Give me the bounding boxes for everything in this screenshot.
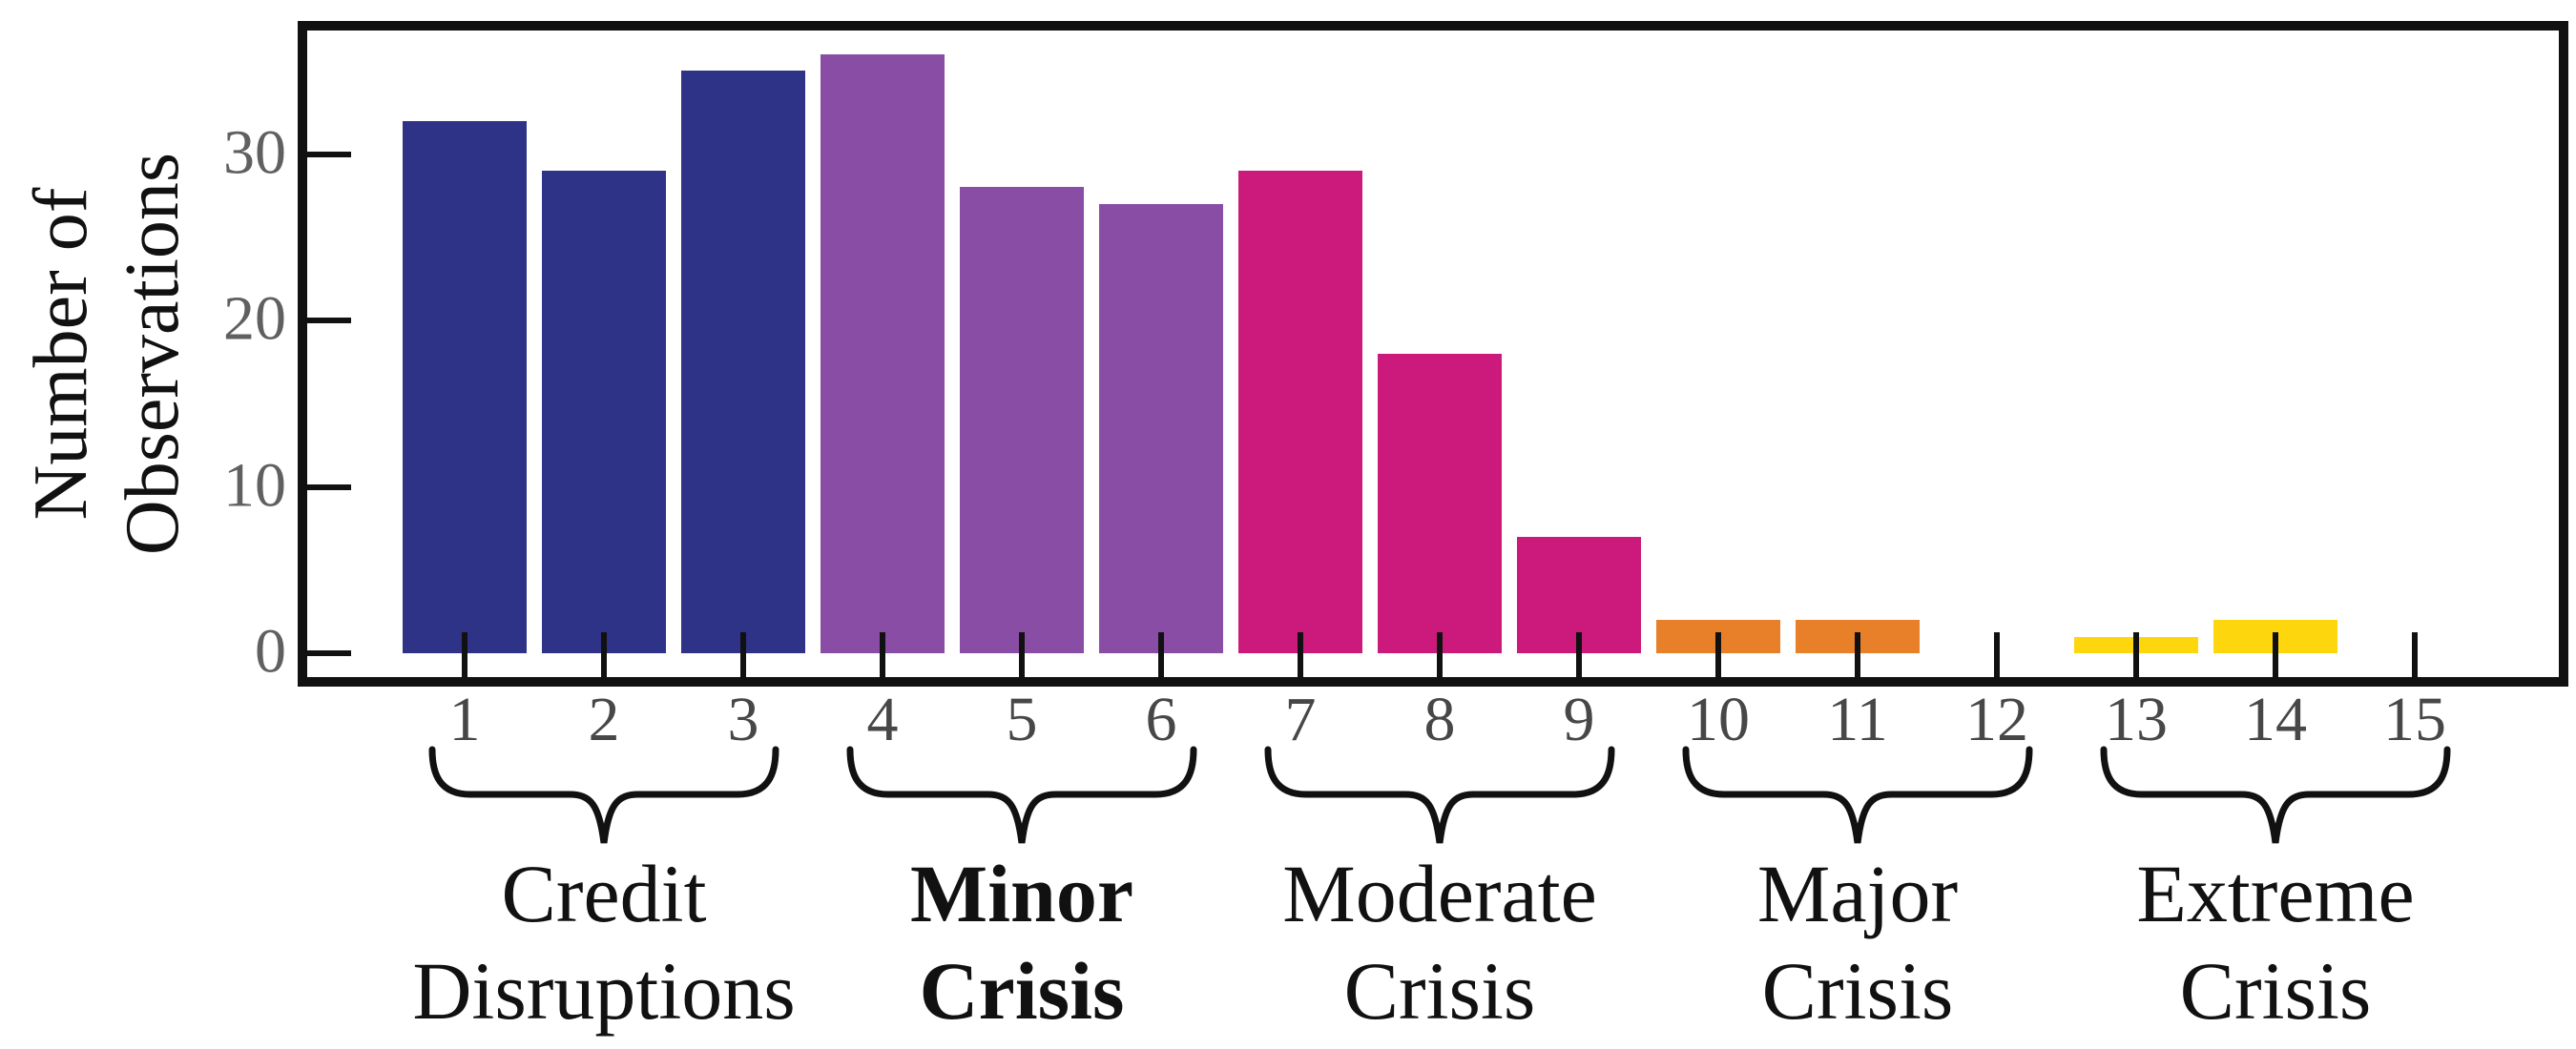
bar-1	[403, 120, 527, 653]
x-tick-label-7: 7	[1284, 685, 1317, 754]
x-tick-2	[601, 632, 607, 677]
group-label-minor-crisis: Minor Crisis	[910, 845, 1133, 1039]
x-tick-label-4: 4	[866, 685, 899, 754]
bar-4	[821, 53, 945, 653]
y-tick-0	[307, 650, 351, 656]
x-tick-label-5: 5	[1006, 685, 1038, 754]
group-label-minor-crisis-line-2: Crisis	[919, 945, 1125, 1037]
bar-8	[1378, 353, 1502, 653]
y-tick-10	[307, 483, 351, 490]
group-label-extreme-crisis: Extreme Crisis	[2136, 845, 2414, 1039]
group-label-moderate-crisis: Moderate Crisis	[1282, 845, 1597, 1039]
brace-extreme-crisis	[2100, 746, 2451, 844]
x-tick-14	[2273, 632, 2278, 677]
brace-minor-crisis	[846, 746, 1197, 844]
x-tick-label-1: 1	[448, 685, 481, 754]
y-tick-label-0: 0	[255, 616, 286, 687]
x-tick-label-12: 12	[1965, 685, 2028, 754]
y-tick-30	[307, 151, 351, 157]
x-tick-label-8: 8	[1423, 685, 1456, 754]
brace-moderate-crisis	[1264, 746, 1615, 844]
x-tick-label-11: 11	[1827, 685, 1888, 754]
bar-5	[960, 187, 1084, 653]
x-tick-11	[1855, 632, 1860, 677]
group-label-major-crisis-line-1: Major	[1756, 848, 1959, 939]
group-label-major-crisis-line-2: Crisis	[1761, 945, 1954, 1037]
brace-credit-disruptions	[428, 746, 779, 844]
x-tick-10	[1715, 632, 1721, 677]
x-tick-label-6: 6	[1145, 685, 1177, 754]
x-tick-3	[740, 632, 746, 677]
group-label-credit-disruptions: Credit Disruptions	[412, 845, 795, 1039]
group-label-credit-disruptions-line-2: Disruptions	[412, 945, 796, 1037]
bar-2	[542, 170, 666, 653]
x-tick-label-9: 9	[1563, 685, 1595, 754]
x-tick-label-3: 3	[727, 685, 759, 754]
x-tick-6	[1158, 632, 1164, 677]
x-tick-13	[2133, 632, 2139, 677]
x-tick-8	[1437, 632, 1443, 677]
group-label-extreme-crisis-line-1: Extreme	[2136, 848, 2415, 939]
x-tick-label-14: 14	[2244, 685, 2307, 754]
group-label-major-crisis: Major Crisis	[1757, 845, 1958, 1039]
y-tick-label-30: 30	[223, 117, 286, 188]
group-label-moderate-crisis-line-2: Crisis	[1343, 945, 1536, 1037]
x-tick-9	[1576, 632, 1582, 677]
x-tick-label-13: 13	[2105, 685, 2168, 754]
x-tick-label-2: 2	[588, 685, 620, 754]
x-tick-label-10: 10	[1687, 685, 1750, 754]
group-label-credit-disruptions-line-1: Credit	[501, 848, 707, 939]
x-tick-1	[462, 632, 467, 677]
x-tick-label-15: 15	[2383, 685, 2446, 754]
bar-7	[1238, 170, 1362, 653]
x-tick-7	[1298, 632, 1303, 677]
x-tick-5	[1019, 632, 1025, 677]
x-tick-4	[880, 632, 885, 677]
x-tick-12	[1994, 632, 2000, 677]
y-tick-20	[307, 318, 351, 323]
bar-6	[1099, 203, 1223, 653]
y-tick-label-10: 10	[223, 450, 286, 521]
group-label-minor-crisis-line-1: Minor	[909, 848, 1134, 939]
brace-major-crisis	[1682, 746, 2033, 844]
group-label-moderate-crisis-line-1: Moderate	[1282, 848, 1597, 939]
x-tick-15	[2412, 632, 2418, 677]
bar-3	[681, 71, 805, 653]
group-label-extreme-crisis-line-2: Crisis	[2179, 945, 2372, 1037]
y-tick-label-20: 20	[223, 283, 286, 354]
